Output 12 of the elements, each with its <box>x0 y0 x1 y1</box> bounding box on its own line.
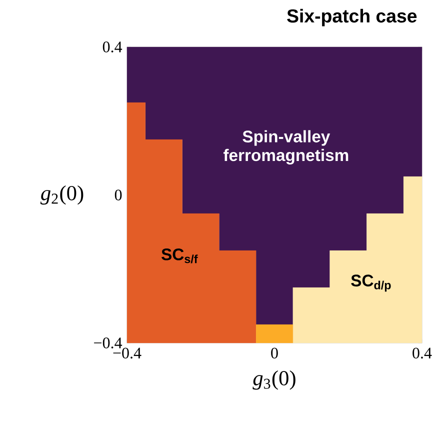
series-label: Spin-valley ferromagnetism <box>224 130 348 164</box>
y-axis-title: g$_{2}$(0) <box>40 185 84 205</box>
x-tick-label: −0.4 <box>113 348 142 359</box>
chart-title: Six-patch case <box>287 8 417 26</box>
y-tick-label: 0.4 <box>102 42 122 52</box>
x-tick-label: 0 <box>271 348 278 358</box>
y-tick-label: 0 <box>114 190 122 200</box>
y-tick-label: −0.4 <box>94 338 122 348</box>
x-tick-label: 0.4 <box>412 348 432 359</box>
series-label: SC$_{s/f}$ <box>162 248 198 264</box>
series-label: SC$_{d/p}$ <box>351 274 391 292</box>
x-axis-title: g$_{3}$(0) <box>252 370 296 390</box>
